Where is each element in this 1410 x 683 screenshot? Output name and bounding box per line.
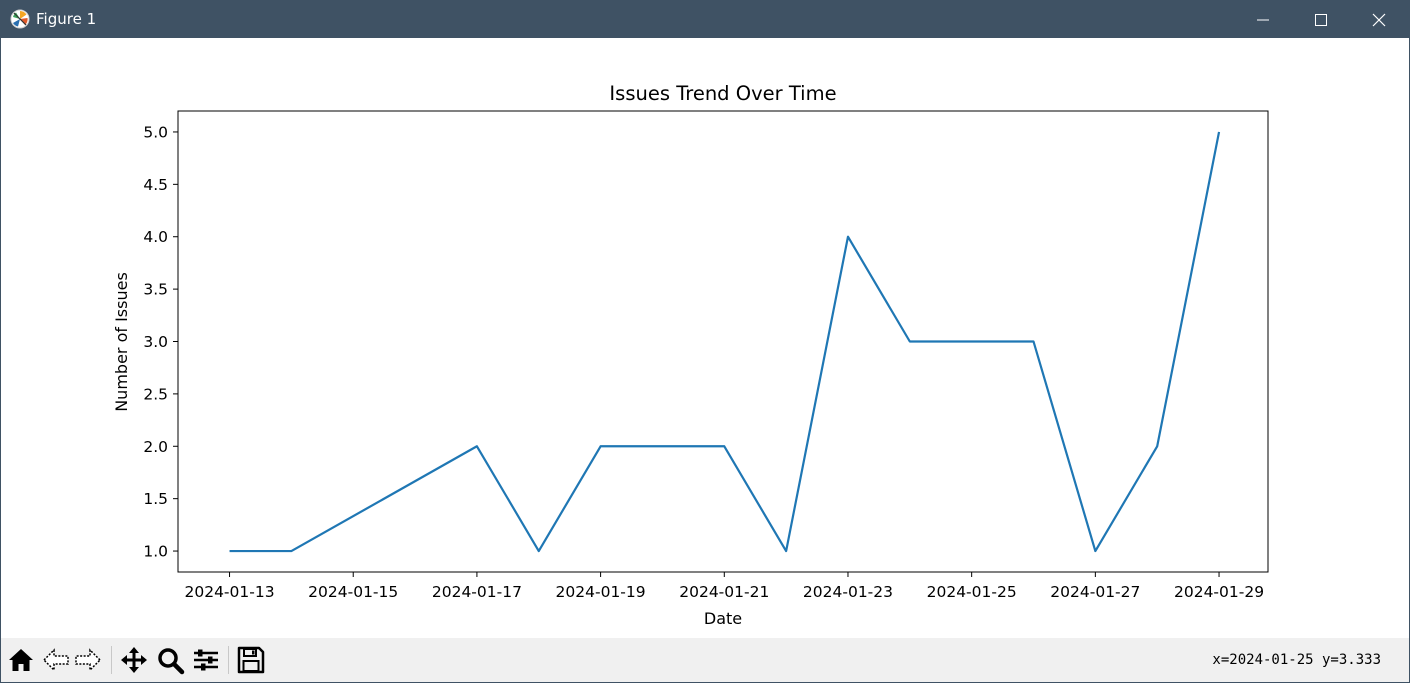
- minimize-button[interactable]: [1234, 1, 1292, 38]
- issues-series-line: [229, 131, 1221, 553]
- window-title: Figure 1: [36, 10, 97, 28]
- y-tick-label: 3.5: [143, 281, 168, 299]
- back-button[interactable]: [41, 645, 71, 675]
- save-icon: [237, 646, 265, 674]
- x-tick-label: 2024-01-25: [927, 583, 1017, 601]
- y-tick-label: 2.5: [143, 385, 168, 403]
- plot-area-frame: [177, 110, 1269, 573]
- y-tick-label: 2.0: [143, 438, 168, 456]
- y-axis-label: Number of Issues: [112, 272, 131, 412]
- axis-ticks: 2024-01-13 2024-01-15 2024-01-17 2024-01-19…: [143, 123, 1264, 601]
- x-tick-label: 2024-01-17: [432, 583, 522, 601]
- cursor-coordinates: x=2024-01-25 y=3.333: [1212, 652, 1381, 668]
- back-icon: [42, 648, 69, 672]
- toolbar-separator: [228, 646, 229, 674]
- title-bar[interactable]: Figure 1: [1, 1, 1409, 38]
- matplotlib-logo-icon: [10, 9, 30, 29]
- x-tick-label: 2024-01-13: [184, 583, 274, 601]
- zoom-icon: [158, 648, 185, 675]
- x-tick-label: 2024-01-27: [1050, 583, 1140, 601]
- y-tick-label: 4.0: [143, 228, 168, 246]
- configure-subplots-icon: [194, 649, 218, 671]
- chart-title: Issues Trend Over Time: [609, 82, 836, 105]
- close-button[interactable]: [1350, 1, 1408, 38]
- x-tick-label: 2024-01-23: [803, 583, 893, 601]
- y-tick-label: 1.5: [143, 490, 168, 508]
- x-tick-label: 2024-01-15: [308, 583, 398, 601]
- pan-button[interactable]: [119, 645, 149, 675]
- data-series: [229, 131, 1221, 553]
- x-tick-label: 2024-01-21: [679, 583, 769, 601]
- line-chart[interactable]: Issues Trend Over Time Date Number of Is…: [1, 38, 1409, 638]
- home-button[interactable]: [6, 645, 36, 675]
- forward-icon: [75, 648, 102, 672]
- x-tick-label: 2024-01-29: [1174, 583, 1264, 601]
- navigation-toolbar: x=2024-01-25 y=3.333: [1, 638, 1409, 682]
- home-icon: [9, 649, 33, 671]
- pan-icon: [121, 647, 147, 673]
- save-button[interactable]: [236, 645, 266, 675]
- y-tick-label: 4.5: [143, 176, 168, 194]
- forward-button[interactable]: [73, 645, 103, 675]
- maximize-button[interactable]: [1292, 1, 1350, 38]
- zoom-button[interactable]: [155, 645, 185, 675]
- figure-canvas[interactable]: Issues Trend Over Time Date Number of Is…: [1, 38, 1409, 638]
- x-axis-label: Date: [704, 609, 742, 628]
- minimize-icon: [1257, 19, 1269, 21]
- maximize-icon: [1315, 14, 1327, 26]
- x-tick-label: 2024-01-19: [556, 583, 646, 601]
- y-tick-label: 1.0: [143, 543, 168, 561]
- toolbar-separator: [111, 646, 112, 674]
- y-tick-label: 3.0: [143, 333, 168, 351]
- configure-subplots-button[interactable]: [191, 645, 221, 675]
- y-tick-label: 5.0: [143, 123, 168, 141]
- close-icon: [1372, 13, 1386, 27]
